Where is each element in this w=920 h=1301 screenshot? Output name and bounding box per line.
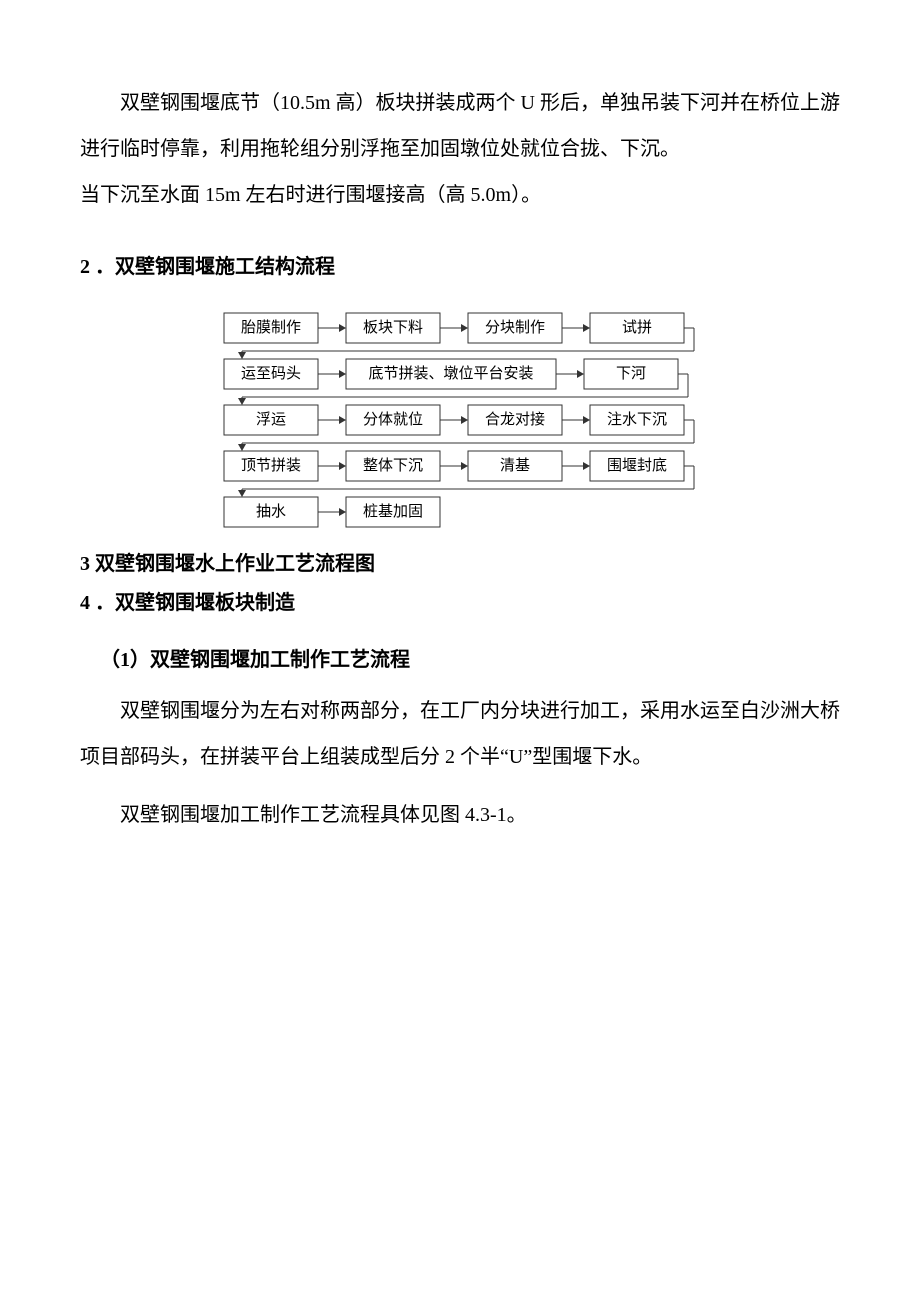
- paragraph-3: 双壁钢围堰分为左右对称两部分，在工厂内分块进行加工，采用水运至白沙洲大桥项目部码…: [80, 688, 840, 780]
- svg-text:围堰封底: 围堰封底: [607, 457, 667, 474]
- heading-processing-flow: （1）双壁钢围堰加工制作工艺流程: [80, 643, 840, 672]
- svg-text:板块下料: 板块下料: [363, 318, 423, 336]
- svg-text:底节拼装、墩位平台安装: 底节拼装、墩位平台安装: [368, 365, 533, 382]
- paragraph-4: 双壁钢围堰加工制作工艺流程具体见图 4.3-1。: [80, 792, 840, 838]
- heading-water-process: 3 双壁钢围堰水上作业工艺流程图: [80, 547, 840, 576]
- heading-plate-manufacture: 4 ．双壁钢围堰板块制造: [80, 586, 840, 615]
- page: 双壁钢围堰底节（10.5m 高）板块拼装成两个 U 形后，单独吊装下河并在桥位上…: [0, 0, 920, 1301]
- svg-text:顶节拼装: 顶节拼装: [241, 457, 301, 474]
- flowchart: 胎膜制作 板块下料 分块制作 试拼运至码头 底节拼装、墩位平台安装 下河浮运 分体就位 合龙对…: [180, 299, 740, 539]
- svg-text:运至码头: 运至码头: [241, 365, 301, 382]
- svg-text:清基: 清基: [500, 457, 530, 474]
- paragraph-1: 双壁钢围堰底节（10.5m 高）板块拼装成两个 U 形后，单独吊装下河并在桥位上…: [80, 80, 840, 172]
- svg-text:整体下沉: 整体下沉: [363, 457, 423, 474]
- paragraph-2: 当下沉至水面 15m 左右时进行围堰接高（高 5.0m）。: [80, 172, 840, 218]
- svg-text:分块制作: 分块制作: [485, 319, 545, 336]
- svg-text:试拼: 试拼: [622, 319, 652, 336]
- heading-process-structure: 2 ．双壁钢围堰施工结构流程: [80, 250, 840, 279]
- svg-text:抽水: 抽水: [256, 503, 286, 520]
- svg-text:合龙对接: 合龙对接: [485, 411, 545, 428]
- svg-text:分体就位: 分体就位: [363, 411, 423, 428]
- svg-text:注水下沉: 注水下沉: [607, 411, 667, 428]
- svg-text:浮运: 浮运: [256, 411, 286, 428]
- svg-text:下河: 下河: [616, 365, 646, 382]
- svg-text:胎膜制作: 胎膜制作: [241, 319, 301, 336]
- svg-text:桩基加固: 桩基加固: [363, 503, 423, 520]
